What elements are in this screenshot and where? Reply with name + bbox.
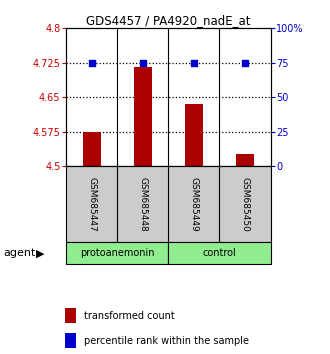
Title: GDS4457 / PA4920_nadE_at: GDS4457 / PA4920_nadE_at <box>86 14 250 27</box>
Text: agent: agent <box>3 248 36 258</box>
Text: control: control <box>203 248 236 258</box>
Bar <box>168 242 271 264</box>
Bar <box>134 67 152 166</box>
Text: GSM685448: GSM685448 <box>138 177 147 232</box>
Point <box>242 60 248 65</box>
Point <box>140 60 145 65</box>
Text: transformed count: transformed count <box>84 311 175 321</box>
Point <box>191 60 196 65</box>
Bar <box>236 154 254 166</box>
Text: GSM685447: GSM685447 <box>87 177 96 232</box>
Text: GSM685450: GSM685450 <box>241 177 249 232</box>
Text: GSM685449: GSM685449 <box>189 177 198 232</box>
Bar <box>66 242 168 264</box>
Text: protoanemonin: protoanemonin <box>80 248 154 258</box>
Bar <box>82 132 101 166</box>
Text: ▶: ▶ <box>36 248 45 258</box>
Text: percentile rank within the sample: percentile rank within the sample <box>84 336 249 346</box>
Bar <box>185 104 203 166</box>
Bar <box>65 308 76 323</box>
Bar <box>65 333 76 348</box>
Point <box>89 60 94 65</box>
